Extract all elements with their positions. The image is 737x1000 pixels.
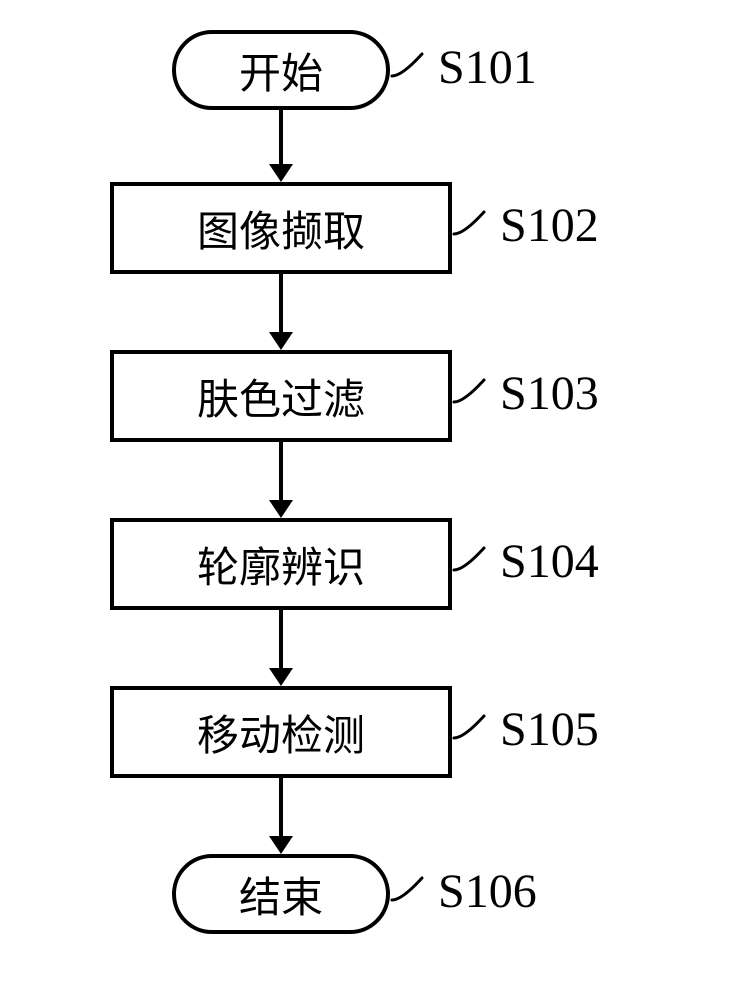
flowchart-arrow	[265, 778, 297, 854]
label-tick	[452, 376, 486, 406]
node-text: 开始	[239, 40, 323, 101]
step-label-s101: S101	[438, 40, 537, 95]
flowchart-arrow	[265, 442, 297, 518]
flowchart-container: 开始 S101 图像撷取 S102 肤色过滤 S103 轮廓辨识 S104 移动检测 S105 结束…	[0, 0, 737, 1000]
node-text: 轮廓辨识	[197, 534, 365, 595]
flowchart-arrow	[265, 274, 297, 350]
step-label-s106: S106	[438, 864, 537, 919]
step-label-s103: S103	[500, 366, 599, 421]
label-tick	[390, 874, 424, 904]
flowchart-node-s104: 轮廓辨识	[110, 518, 452, 610]
node-text: 图像撷取	[197, 198, 365, 259]
step-label-s102: S102	[500, 198, 599, 253]
flowchart-node-s102: 图像撷取	[110, 182, 452, 274]
node-text: 结束	[239, 864, 323, 925]
flowchart-node-s106: 结束	[172, 854, 390, 934]
flowchart-node-s105: 移动检测	[110, 686, 452, 778]
flowchart-arrow	[265, 110, 297, 182]
flowchart-arrow	[265, 610, 297, 686]
label-tick	[390, 50, 424, 80]
step-label-s104: S104	[500, 534, 599, 589]
flowchart-node-s103: 肤色过滤	[110, 350, 452, 442]
label-tick	[452, 544, 486, 574]
label-tick	[452, 712, 486, 742]
flowchart-node-s101: 开始	[172, 30, 390, 110]
node-text: 肤色过滤	[197, 366, 365, 427]
node-text: 移动检测	[197, 702, 365, 763]
step-label-s105: S105	[500, 702, 599, 757]
label-tick	[452, 208, 486, 238]
